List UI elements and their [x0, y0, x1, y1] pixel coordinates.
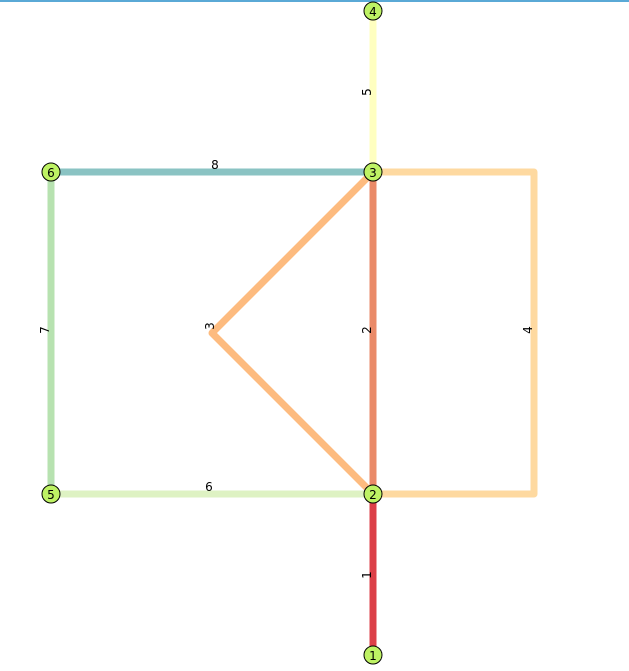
edge-label-3: 3 — [203, 322, 217, 330]
node-1: 1 — [363, 645, 383, 665]
edge-label-6: 6 — [205, 480, 213, 494]
node-circle — [41, 162, 61, 182]
node-label: 6 — [47, 166, 55, 180]
nodes-layer: 1 2 3 4 5 6 — [41, 1, 383, 665]
edge-2-3-4 — [369, 168, 538, 498]
node-circle — [41, 484, 61, 504]
node-label: 3 — [369, 166, 377, 180]
node-3: 3 — [363, 162, 383, 182]
edge-label-8: 8 — [211, 158, 219, 172]
node-4: 4 — [363, 1, 383, 21]
edge-2-3-3 — [208, 168, 377, 498]
edge-label-7: 7 — [38, 326, 52, 334]
node-label: 5 — [47, 488, 55, 502]
node-circle — [363, 484, 383, 504]
node-circle — [363, 1, 383, 21]
edge-label-2: 2 — [360, 326, 374, 334]
edge-label-5: 5 — [360, 88, 374, 96]
node-5: 5 — [41, 484, 61, 504]
edge-label-4: 4 — [521, 326, 535, 334]
node-label: 2 — [369, 488, 377, 502]
node-circle — [363, 645, 383, 665]
node-2: 2 — [363, 484, 383, 504]
top-border — [0, 0, 629, 2]
edges-layer — [47, 7, 538, 659]
node-label: 1 — [369, 649, 377, 663]
edge-label-1: 1 — [360, 571, 374, 579]
node-circle — [363, 162, 383, 182]
node-label: 4 — [369, 5, 377, 19]
edge-labels-layer: 1 2 3 4 5 6 7 8 — [38, 88, 535, 579]
node-6: 6 — [41, 162, 61, 182]
